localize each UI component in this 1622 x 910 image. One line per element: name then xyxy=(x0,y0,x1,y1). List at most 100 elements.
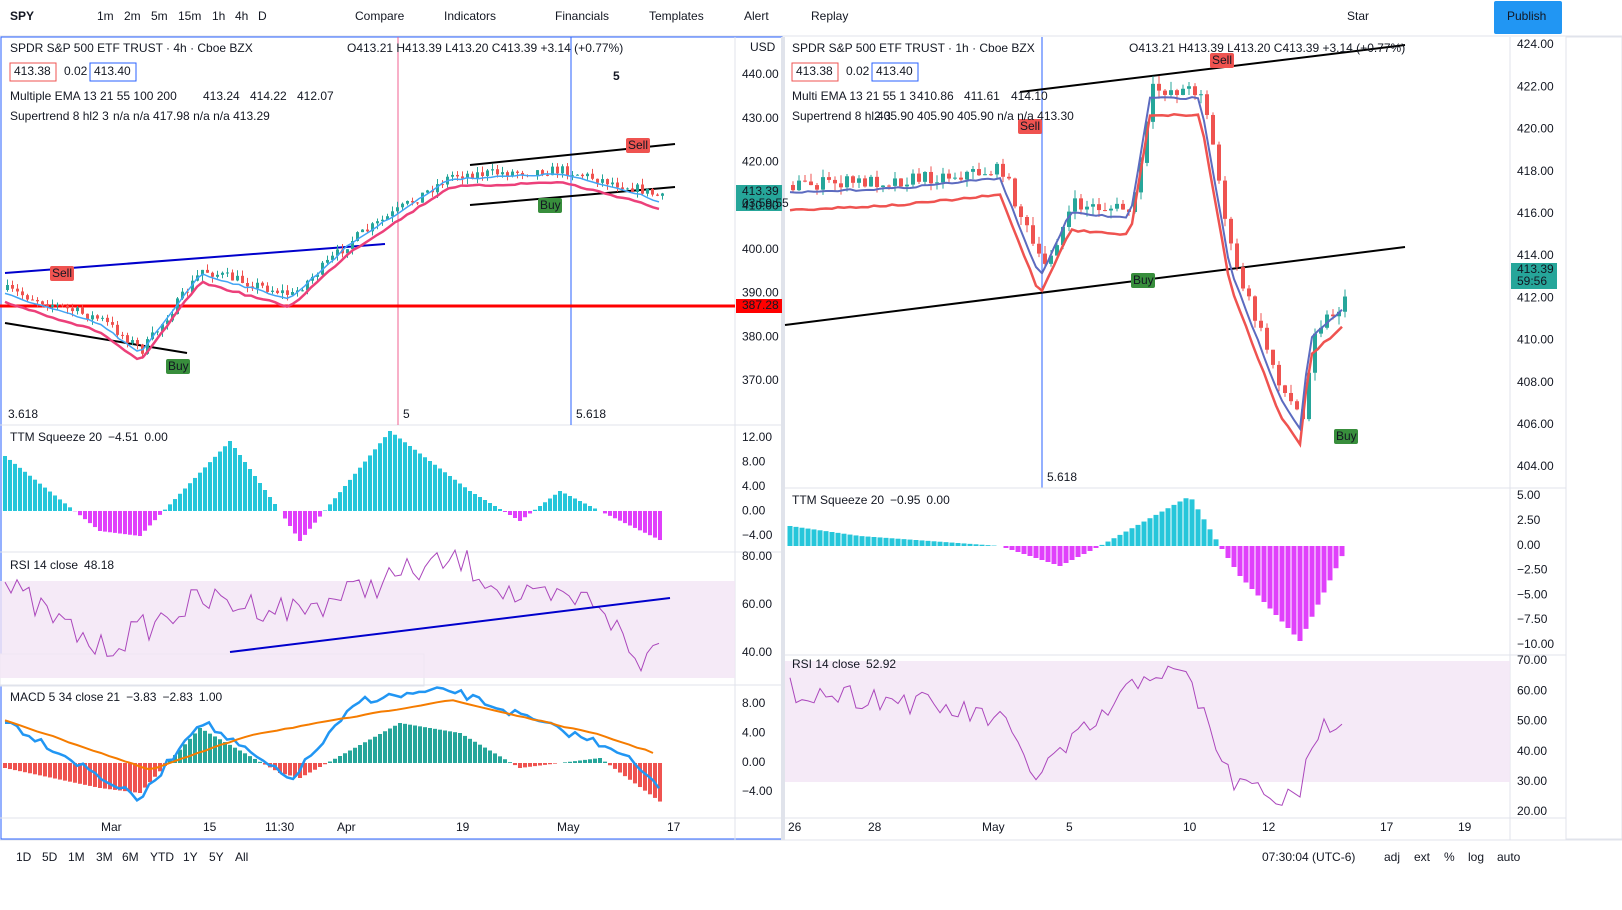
ttm-axis-label: 5.00 xyxy=(1517,488,1541,502)
range-button[interactable]: All xyxy=(235,850,248,864)
candle-body xyxy=(386,216,389,220)
candle-body xyxy=(621,187,624,190)
candle-body xyxy=(1151,83,1155,122)
fib-label: 3.618 xyxy=(8,407,38,421)
time-axis-label: Mar xyxy=(101,820,122,834)
candle-body xyxy=(336,249,339,256)
toolbar-button[interactable]: Compare xyxy=(355,9,405,23)
range-button[interactable]: 3M xyxy=(96,850,113,864)
candle-body xyxy=(989,174,993,176)
toolbar-button[interactable]: Indicators xyxy=(444,9,496,23)
candle-body xyxy=(965,171,969,180)
range-button[interactable]: 1D xyxy=(16,850,32,864)
candle-body xyxy=(466,173,469,179)
candle-body xyxy=(821,177,825,190)
signal-label: Buy xyxy=(1336,429,1357,443)
candle-body xyxy=(546,174,549,176)
candle-body xyxy=(1055,245,1059,256)
candle-body xyxy=(1007,176,1011,179)
toolbar-button[interactable]: Templates xyxy=(649,9,704,23)
candle-body xyxy=(461,176,464,179)
interval-button[interactable]: 4h xyxy=(235,9,248,23)
interval-button[interactable]: 1m xyxy=(97,9,114,23)
toolbar-button[interactable]: Replay xyxy=(811,9,848,23)
candle-body xyxy=(1097,204,1101,211)
rsi-axis-label: 40.00 xyxy=(1517,744,1547,758)
candle-body xyxy=(236,275,239,281)
star-button[interactable]: Star xyxy=(1347,9,1369,23)
pane-legend: TTM Squeeze 20 xyxy=(10,430,102,444)
candle-body xyxy=(86,313,89,320)
candle-body xyxy=(91,315,94,320)
candle-body xyxy=(26,295,29,300)
time-axis-label: 10 xyxy=(1183,820,1197,834)
interval-button[interactable]: 15m xyxy=(178,9,201,23)
indicator-line xyxy=(4,548,660,673)
level-price: 387.28 xyxy=(742,298,779,312)
range-button[interactable]: 1M xyxy=(68,850,85,864)
pane-legend: TTM Squeeze 20 xyxy=(792,493,884,507)
candle-body xyxy=(31,299,34,301)
candle-body xyxy=(261,282,264,286)
candle-body xyxy=(371,223,374,232)
publish-button[interactable] xyxy=(1494,1,1562,34)
publish-label[interactable]: Publish xyxy=(1507,9,1546,23)
interval-button[interactable]: D xyxy=(258,9,267,23)
toolbar-button[interactable]: Alert xyxy=(744,9,769,23)
range-button[interactable]: 5Y xyxy=(209,850,224,864)
scale-option[interactable]: adj xyxy=(1384,850,1400,864)
candle-body xyxy=(875,176,879,188)
price-axis-label: 404.00 xyxy=(1517,459,1554,473)
interval-button[interactable]: 5m xyxy=(151,9,168,23)
candle-body xyxy=(1181,88,1185,95)
candle-body xyxy=(106,317,109,323)
candle-body xyxy=(376,221,379,224)
range-button[interactable]: YTD xyxy=(150,850,174,864)
range-button[interactable]: 6M xyxy=(122,850,139,864)
trend-line xyxy=(469,186,676,206)
countdown: 59:56 xyxy=(1517,274,1547,288)
candle-body xyxy=(6,285,9,290)
supertrend-label: Supertrend 8 hl2 3 xyxy=(792,109,891,123)
time-axis-label: May xyxy=(557,820,580,834)
scale-option[interactable]: ext xyxy=(1414,850,1431,864)
price-axis-label: 370.00 xyxy=(742,373,779,387)
candle-body xyxy=(471,173,474,179)
symbol[interactable]: SPY xyxy=(10,9,34,23)
signal-badge xyxy=(538,198,562,213)
candle-body xyxy=(1319,327,1323,334)
candle-body xyxy=(797,180,801,191)
ohlc-values: O413.21 H413.39 L413.20 C413.39 +3.14 (+… xyxy=(1129,41,1405,55)
ttm-axis-label: −4.00 xyxy=(742,528,773,542)
candle-body xyxy=(995,163,999,175)
rsi-band xyxy=(785,661,1510,782)
ttm-axis-label: 0.00 xyxy=(742,504,766,518)
candle-body xyxy=(651,188,654,195)
price-axis-label: 414.00 xyxy=(1517,248,1554,262)
time-axis-label: May xyxy=(982,820,1005,834)
candle-body xyxy=(1019,206,1023,217)
rsi-band xyxy=(0,581,735,678)
candle-body xyxy=(839,183,843,188)
ema-value: 413.24 xyxy=(203,89,240,103)
range-button[interactable]: 1Y xyxy=(183,850,198,864)
scale-option[interactable]: % xyxy=(1444,850,1455,864)
interval-button[interactable]: 1h xyxy=(212,9,225,23)
ttm-axis-label: 2.50 xyxy=(1517,513,1541,527)
candle-body xyxy=(176,298,179,315)
ema-value: 411.61 xyxy=(964,89,1000,103)
scale-option[interactable]: auto xyxy=(1497,850,1521,864)
ema-value: 412.07 xyxy=(297,89,334,103)
candle-body xyxy=(1283,385,1287,393)
pane-value: −2.83 xyxy=(162,690,193,704)
scale-option[interactable]: log xyxy=(1468,850,1484,864)
candle-body xyxy=(266,285,269,292)
price-axis-label: 390.00 xyxy=(742,286,779,300)
candle-body xyxy=(291,291,294,295)
candle-body xyxy=(331,255,334,260)
toolbar-button[interactable]: Financials xyxy=(555,9,609,23)
candle-body xyxy=(1169,90,1173,95)
ask: 413.40 xyxy=(876,64,913,78)
interval-button[interactable]: 2m xyxy=(124,9,141,23)
range-button[interactable]: 5D xyxy=(42,850,58,864)
